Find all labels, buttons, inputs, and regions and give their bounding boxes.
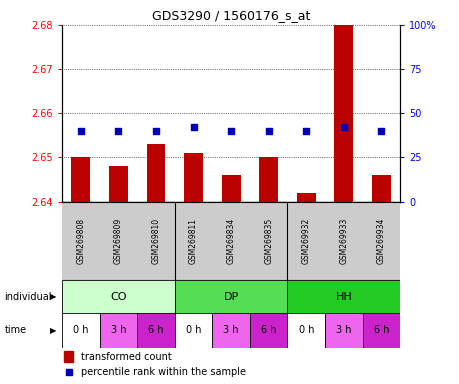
Point bbox=[65, 369, 72, 375]
Text: GSM269934: GSM269934 bbox=[376, 218, 385, 264]
Bar bbox=[109, 166, 128, 202]
Text: ▶: ▶ bbox=[50, 292, 56, 301]
Bar bbox=[259, 157, 278, 202]
Text: GSM269811: GSM269811 bbox=[189, 218, 198, 264]
Point bbox=[339, 124, 347, 131]
Bar bbox=[174, 280, 287, 313]
Bar bbox=[184, 153, 202, 202]
Point bbox=[377, 128, 384, 134]
Text: GSM269834: GSM269834 bbox=[226, 218, 235, 264]
Bar bbox=[100, 313, 137, 348]
Bar bbox=[146, 144, 165, 202]
Text: 0 h: 0 h bbox=[298, 325, 313, 335]
Text: GSM269835: GSM269835 bbox=[263, 218, 273, 264]
Bar bbox=[325, 313, 362, 348]
Text: 6 h: 6 h bbox=[260, 325, 276, 335]
Bar bbox=[287, 313, 325, 348]
Text: GSM269932: GSM269932 bbox=[301, 218, 310, 264]
Point bbox=[77, 128, 84, 134]
Text: GSM269808: GSM269808 bbox=[76, 218, 85, 264]
Text: percentile rank within the sample: percentile rank within the sample bbox=[81, 367, 246, 377]
Point bbox=[152, 128, 159, 134]
Point bbox=[227, 128, 234, 134]
Bar bbox=[137, 313, 174, 348]
Text: CO: CO bbox=[110, 291, 126, 302]
Text: individual: individual bbox=[5, 291, 52, 302]
Point bbox=[302, 128, 309, 134]
Bar bbox=[174, 313, 212, 348]
Text: time: time bbox=[5, 325, 27, 335]
Text: 6 h: 6 h bbox=[148, 325, 163, 335]
Text: HH: HH bbox=[335, 291, 352, 302]
Bar bbox=[212, 313, 249, 348]
Title: GDS3290 / 1560176_s_at: GDS3290 / 1560176_s_at bbox=[151, 9, 310, 22]
Bar bbox=[334, 25, 353, 202]
Bar bbox=[362, 313, 399, 348]
Bar bbox=[287, 280, 399, 313]
Point bbox=[190, 124, 197, 131]
Text: transformed count: transformed count bbox=[81, 352, 171, 362]
Text: GSM269933: GSM269933 bbox=[339, 218, 347, 264]
Bar bbox=[249, 313, 287, 348]
Bar bbox=[62, 313, 100, 348]
Point bbox=[264, 128, 272, 134]
Text: 3 h: 3 h bbox=[111, 325, 126, 335]
Point bbox=[115, 128, 122, 134]
Bar bbox=[371, 175, 390, 202]
Text: GSM269810: GSM269810 bbox=[151, 218, 160, 264]
Text: GSM269809: GSM269809 bbox=[114, 218, 123, 264]
Bar bbox=[296, 193, 315, 202]
Bar bbox=[63, 351, 73, 362]
Bar bbox=[221, 175, 240, 202]
Bar bbox=[62, 280, 174, 313]
Text: DP: DP bbox=[223, 291, 238, 302]
Text: ▶: ▶ bbox=[50, 326, 56, 335]
Text: 0 h: 0 h bbox=[73, 325, 89, 335]
Bar bbox=[71, 157, 90, 202]
Text: 3 h: 3 h bbox=[336, 325, 351, 335]
Text: 0 h: 0 h bbox=[185, 325, 201, 335]
Text: 3 h: 3 h bbox=[223, 325, 238, 335]
Text: 6 h: 6 h bbox=[373, 325, 388, 335]
